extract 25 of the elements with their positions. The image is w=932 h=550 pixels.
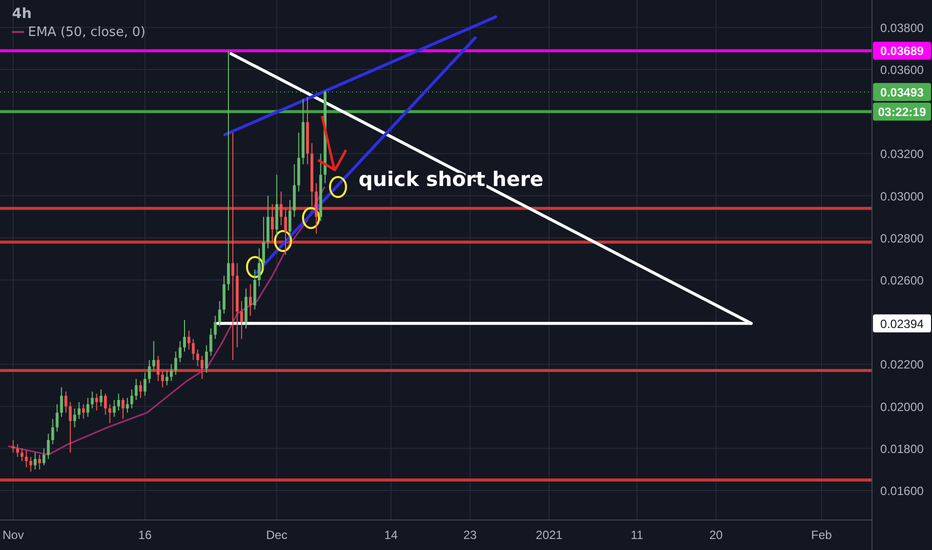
y-tick-label: 0.02800 (880, 231, 924, 246)
y-tick-label: 0.03600 (880, 62, 924, 77)
legend-label: EMA (50, close, 0) (28, 25, 146, 40)
x-tick-label: 14 (384, 528, 398, 542)
x-tick-label: Feb (811, 528, 832, 542)
y-tick-label: 0.02200 (880, 358, 924, 372)
y-tick-label: 0.01800 (880, 442, 924, 456)
ref-line-label: 0.03493 (880, 86, 924, 100)
x-tick-label: 20 (709, 528, 724, 542)
x-tick-label: Nov (2, 528, 24, 542)
y-tick-label: 0.03000 (880, 189, 924, 204)
x-tick-label: 23 (463, 528, 478, 542)
y-tick-label: 0.02000 (880, 400, 924, 414)
y-tick-label: 0.01600 (880, 484, 924, 498)
ref-line-label: 0.03689 (880, 44, 924, 58)
ref-line-label: 03:22:19 (878, 105, 926, 120)
y-tick-label: 0.03200 (880, 147, 924, 162)
y-tick-label: 0.02600 (880, 274, 924, 288)
chart-title: 4h (12, 6, 32, 22)
x-tick-label: 16 (138, 528, 152, 542)
text: 0.02394 (880, 316, 924, 331)
x-tick-label: 2021 (536, 528, 563, 542)
x-tick-label: Dec (266, 528, 288, 542)
y-tick-label: 0.03800 (880, 20, 924, 35)
x-tick-label: 11 (630, 528, 644, 542)
